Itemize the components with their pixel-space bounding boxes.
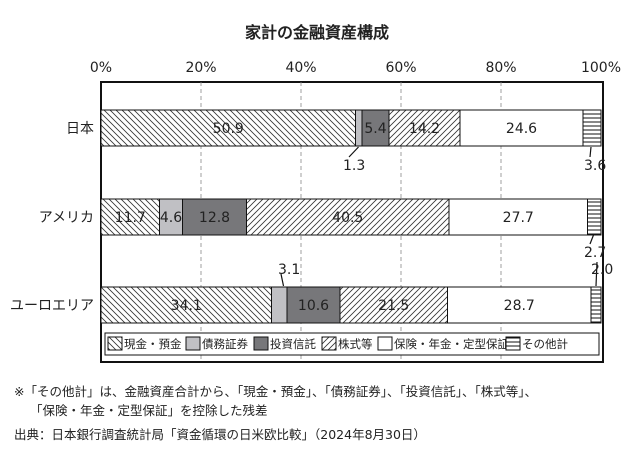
x-tick-label: 20%: [185, 60, 216, 76]
bar-segment: [339, 286, 448, 324]
legend-swatch: [505, 336, 521, 351]
x-tick-label: 40%: [285, 60, 316, 76]
legend-label: 投資信託: [270, 337, 316, 351]
category-label: ユーロエリア: [10, 298, 94, 314]
legend-swatch: [253, 336, 269, 351]
leader-line: [589, 146, 592, 158]
legend-label: 債務証券: [202, 337, 248, 351]
data-label: 14.2: [409, 121, 440, 137]
bar-segment: [590, 286, 602, 324]
footnote-line1: ※「その他計」は、金融資産合計から、「現金・預金」、「債務証券」、「投資信託」、…: [14, 384, 537, 399]
leader-line: [589, 234, 595, 245]
leader-line: [280, 273, 285, 287]
bar-segment: [182, 198, 247, 236]
legend-label: 保険・年金・定型保証: [394, 337, 509, 351]
source-note: 出典：日本銀行調査統計局「資金循環の日米欧比較」（2024年8月30日）: [14, 427, 426, 442]
x-tick-label: 100%: [581, 60, 621, 76]
data-label: 11.7: [115, 210, 146, 226]
category-label: アメリカ: [39, 210, 94, 226]
x-tick-label: 80%: [485, 60, 516, 76]
leader-line: [348, 146, 359, 158]
data-label: 24.6: [506, 121, 537, 137]
data-label: 4.6: [160, 210, 182, 226]
data-label: 3.1: [278, 262, 300, 278]
bar-segment: [100, 109, 356, 147]
data-label: 3.6: [584, 158, 606, 174]
bar-segment: [587, 198, 602, 236]
bar-segment: [447, 286, 592, 324]
legend-label: 現金・預金: [124, 337, 182, 351]
legend-label: その他計: [522, 337, 568, 351]
bar-segment: [271, 286, 288, 324]
bar-segment: [100, 286, 272, 324]
bar-segment: [361, 109, 390, 147]
legend-swatch: [185, 336, 201, 351]
data-label: 28.7: [504, 298, 535, 314]
footnote-line2: 「保険・年金・定型保証」を控除した残差: [30, 403, 268, 418]
bar-segment: [388, 109, 461, 147]
bar-segment: [286, 286, 341, 324]
legend-swatch: [107, 336, 123, 351]
chart-title: 家計の金融資産構成: [245, 23, 389, 42]
bar-segment: [459, 109, 584, 147]
data-label: 50.9: [213, 121, 244, 137]
data-label: 2.7: [584, 245, 606, 261]
data-label: 21.5: [378, 298, 409, 314]
data-label: 34.1: [171, 298, 202, 314]
data-label: 2.0: [591, 262, 613, 278]
bar-segment: [246, 198, 450, 236]
bar-segment: [100, 198, 160, 236]
data-label: 5.4: [364, 121, 386, 137]
leader-line: [595, 261, 598, 287]
data-label: 10.6: [298, 298, 329, 314]
legend-swatch: [377, 336, 393, 351]
legend: [104, 332, 600, 356]
category-label: 日本: [66, 121, 94, 137]
data-label: 40.5: [332, 210, 363, 226]
data-label: 1.3: [343, 158, 365, 174]
legend-swatch: [321, 336, 337, 351]
x-tick-label: 0%: [90, 60, 112, 76]
bar-segment: [355, 109, 363, 147]
legend-label: 株式等: [338, 337, 373, 351]
x-tick-label: 60%: [385, 60, 416, 76]
data-label: 12.8: [199, 210, 230, 226]
bar-segment: [448, 198, 588, 236]
data-label: 27.7: [503, 210, 534, 226]
bar-segment: [582, 109, 602, 147]
